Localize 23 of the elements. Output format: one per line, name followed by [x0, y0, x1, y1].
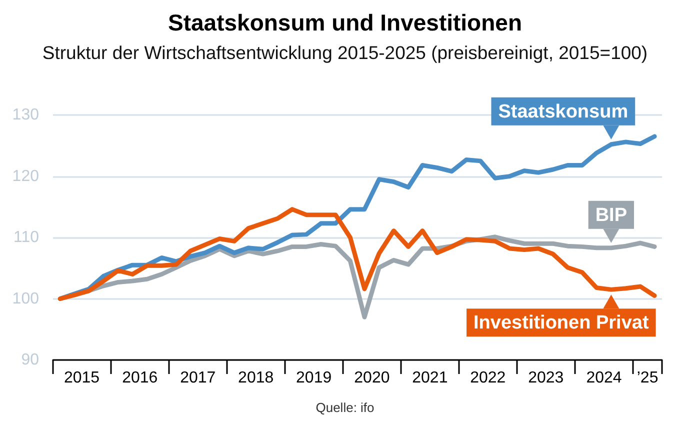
- x-tick-label: 2015: [64, 370, 100, 386]
- x-tick-label: 2021: [412, 370, 448, 386]
- y-tick-label: 130: [12, 106, 40, 124]
- x-tick-label: 2024: [586, 370, 622, 386]
- line-series: [58, 207, 657, 301]
- x-tick-label: 2022: [470, 370, 506, 386]
- x-tick-label: ’25: [636, 370, 658, 386]
- chart-subtitle: Struktur der Wirtschaftsentwicklung 2015-2025 (preisbereinigt, 2015=100): [42, 42, 648, 63]
- x-tick-label: 2018: [238, 370, 274, 386]
- series-label: Staatskonsum: [498, 101, 628, 122]
- x-tick-label: 2019: [296, 370, 332, 386]
- legend-label: Investitionen Privat: [474, 312, 650, 334]
- x-tick-label: 2017: [180, 370, 216, 386]
- y-tick-label: 120: [12, 168, 40, 185]
- y-tick-label: 110: [13, 229, 40, 246]
- x-tick-label: 2016: [122, 370, 158, 386]
- x-tick-label: 2020: [354, 370, 390, 386]
- series-label: BIP: [595, 204, 628, 226]
- source-note: Quelle: ifo: [316, 400, 374, 415]
- x-tick-label: 2023: [528, 370, 564, 386]
- y-tick-label: 100: [12, 290, 40, 308]
- chart-title: Staatskonsum und Investitionen: [168, 10, 522, 36]
- y-tick-label: 90: [21, 352, 40, 368]
